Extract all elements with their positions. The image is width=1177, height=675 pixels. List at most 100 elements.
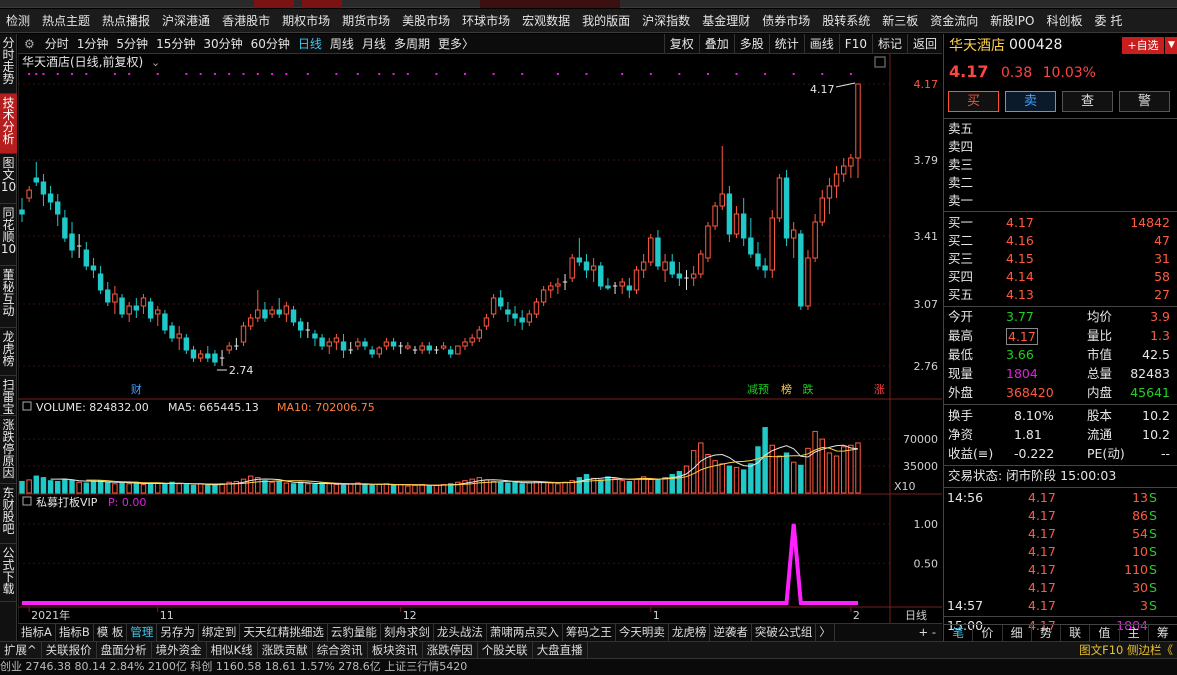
menu-item-18[interactable]: 科创板 (1046, 13, 1083, 28)
quote-tab-5[interactable]: 值 (1090, 625, 1120, 641)
gear-icon[interactable]: ⚙ (24, 36, 35, 51)
indicator-tab-15[interactable]: 突破公式组 (752, 624, 817, 641)
toolbar-button-5[interactable]: F10 (838, 33, 872, 54)
indicator-tab-7[interactable]: 云豹量能 (328, 624, 381, 641)
indicator-tab-9[interactable]: 龙头战法 (434, 624, 487, 641)
menu-item-15[interactable]: 新三板 (882, 13, 919, 28)
chart-area[interactable]: 4.17 3.79 3.41 3.07 2.76 华天酒店(日线,前复权) ⌄ 4.17 2.7… (18, 54, 942, 623)
zoom-plus-minus[interactable]: + - (918, 625, 936, 639)
indicator-tab-1[interactable]: 指标B (56, 624, 94, 641)
toolbar-button-1[interactable]: 叠加 (698, 33, 734, 54)
menu-item-10[interactable]: 我的版面 (582, 13, 631, 28)
menu-item-4[interactable]: 香港股市 (222, 13, 271, 28)
period-tab-10[interactable]: 更多〉 (437, 36, 474, 51)
bottom-func-6[interactable]: 综合资讯 (313, 642, 368, 658)
top-tab-red-2[interactable] (302, 0, 342, 8)
leftnav-item-2[interactable]: 图 文 10 (0, 154, 17, 204)
leftnav-item-5[interactable]: 龙 虎 榜 (0, 328, 17, 376)
indicator-tab-8[interactable]: 刻舟求剑 (381, 624, 434, 641)
period-tab-7[interactable]: 周线 (329, 36, 354, 51)
period-tab-9[interactable]: 多周期 (393, 36, 430, 51)
quote-tab-7[interactable]: 筹 (1149, 625, 1177, 641)
top-tab-dark[interactable] (480, 0, 620, 8)
indicator-tab-16[interactable]: 〉 (816, 624, 835, 641)
bottom-func-8[interactable]: 涨跌停因 (423, 642, 478, 658)
leftnav-item-6[interactable]: 扫 雷 宝 (0, 376, 17, 416)
indicator-tab-13[interactable]: 龙虎榜 (669, 624, 711, 641)
toolbar-button-3[interactable]: 统计 (768, 33, 804, 54)
top-tab-red[interactable] (254, 0, 294, 8)
indicator-tab-11[interactable]: 筹码之王 (563, 624, 616, 641)
quote-tab-4[interactable]: 联 (1061, 625, 1091, 641)
period-tab-4[interactable]: 30分钟 (203, 36, 243, 51)
period-tab-1[interactable]: 1分钟 (76, 36, 109, 51)
quote-tab-3[interactable]: 势 (1032, 625, 1061, 641)
indicator-tab-0[interactable]: 指标A (18, 624, 56, 641)
period-tab-5[interactable]: 60分钟 (250, 36, 290, 51)
menu-item-16[interactable]: 资金流向 (930, 13, 979, 28)
bottom-func-2[interactable]: 盘面分析 (97, 642, 152, 658)
menu-item-0[interactable]: 检测 (6, 13, 31, 28)
leftnav-item-3[interactable]: 同 花 顺 10 (0, 204, 17, 266)
period-tab-8[interactable]: 月线 (361, 36, 386, 51)
menu-item-17[interactable]: 新股IPO (990, 13, 1035, 28)
indicator-tab-4[interactable]: 另存为 (157, 624, 199, 641)
bottom-func-10[interactable]: 大盘直播 (533, 642, 588, 658)
toolbar-button-6[interactable]: 标记 (871, 33, 907, 54)
menu-item-1[interactable]: 热点主题 (42, 13, 91, 28)
leftnav-item-7[interactable]: 涨 跌 停 原 因 (0, 416, 17, 484)
trade-button-1[interactable]: 卖 (1005, 91, 1056, 112)
menu-item-5[interactable]: 期权市场 (282, 13, 331, 28)
menu-item-8[interactable]: 环球市场 (462, 13, 511, 28)
indicator-tab-2[interactable]: 模 板 (94, 624, 128, 641)
indicator-tab-12[interactable]: 今天明卖 (616, 624, 669, 641)
quote-tab-2[interactable]: 细 (1003, 625, 1032, 641)
leftnav-item-0[interactable]: 分 时 走 势 (0, 34, 17, 94)
trade-button-3[interactable]: 警 (1119, 91, 1170, 112)
indicator-tab-10[interactable]: 萧啸两点买入 (487, 624, 563, 641)
menu-item-14[interactable]: 股转系统 (822, 13, 871, 28)
leftnav-item-1[interactable]: 技 术 分 析 (0, 94, 17, 154)
bottom-func-4[interactable]: 相似K线 (207, 642, 258, 658)
indicator-tab-14[interactable]: 逆袭者 (710, 624, 752, 641)
toolbar-button-4[interactable]: 画线 (803, 33, 839, 54)
bottom-func-3[interactable]: 境外资金 (152, 642, 207, 658)
indicator-tab-3[interactable]: 管理 (127, 624, 158, 641)
trade-button-2[interactable]: 查 (1062, 91, 1113, 112)
period-tab-2[interactable]: 5分钟 (116, 36, 149, 51)
quote-tab-1[interactable]: 价 (973, 625, 1003, 641)
menu-item-2[interactable]: 热点播报 (102, 13, 151, 28)
indicator-tab-6[interactable]: 天天红精挑细选 (240, 624, 328, 641)
menu-item-19[interactable]: 委 托 (1094, 13, 1123, 28)
candle-body (740, 213, 747, 239)
trade-button-0[interactable]: 买 (948, 91, 999, 112)
bottom-func-0[interactable]: 扩展^ (0, 642, 42, 658)
gear-icon (22, 401, 32, 411)
indicator-tab-5[interactable]: 绑定到 (199, 624, 241, 641)
chevron-down-icon[interactable]: ▼ (1165, 37, 1177, 54)
bottom-func-9[interactable]: 个股关联 (478, 642, 533, 658)
menu-item-6[interactable]: 期货市场 (342, 13, 391, 28)
period-tab-6[interactable]: 日线 (297, 36, 322, 51)
leftnav-item-4[interactable]: 董 秘 互 动 (0, 266, 17, 328)
bottom-func-7[interactable]: 板块资讯 (368, 642, 423, 658)
menu-item-12[interactable]: 基金理财 (702, 13, 751, 28)
toolbar-button-0[interactable]: 复权 (663, 33, 699, 54)
toolbar-button-2[interactable]: 多股 (733, 33, 769, 54)
menu-item-3[interactable]: 沪深港通 (162, 13, 211, 28)
period-tab-0[interactable]: 分时 (44, 36, 69, 51)
quote-tab-0[interactable]: 笔 (944, 625, 974, 641)
add-watchlist-button[interactable]: +自选 (1122, 37, 1164, 54)
menu-item-9[interactable]: 宏观数据 (522, 13, 571, 28)
menu-item-11[interactable]: 沪深指数 (642, 13, 691, 28)
bottom-right-links[interactable]: 图文F10 侧边栏《 (1079, 643, 1173, 657)
bottom-func-5[interactable]: 涨跌贡献 (258, 642, 313, 658)
menu-item-7[interactable]: 美股市场 (402, 13, 451, 28)
toolbar-button-7[interactable]: 返回 (906, 33, 942, 54)
bottom-func-1[interactable]: 关联报价 (42, 642, 97, 658)
period-tab-3[interactable]: 15分钟 (156, 36, 196, 51)
leftnav-item-8[interactable]: 东 财 股 吧 (0, 484, 17, 544)
leftnav-item-9[interactable]: 公 式 下 载 (0, 544, 17, 602)
menu-item-13[interactable]: 债券市场 (762, 13, 811, 28)
quote-tab-6[interactable]: 主 (1120, 625, 1149, 641)
